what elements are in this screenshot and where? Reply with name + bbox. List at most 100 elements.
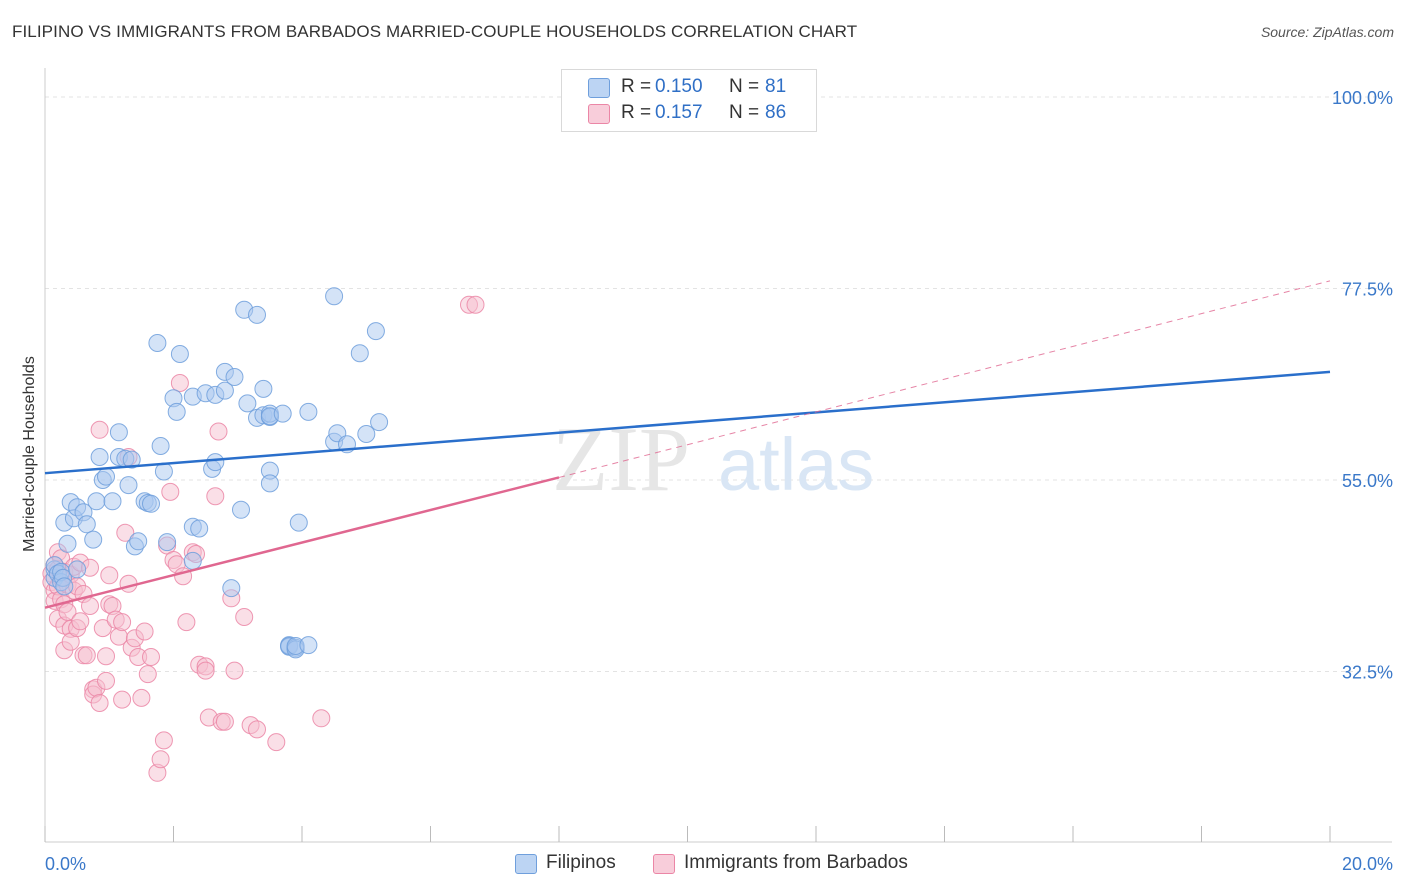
data-point-filipinos: [87, 492, 106, 511]
data-point-barbados: [312, 709, 331, 728]
data-point-filipinos: [273, 404, 292, 423]
data-point-filipinos: [232, 500, 250, 519]
y-tick-label: 77.5%: [1342, 280, 1393, 300]
data-point-barbados: [177, 613, 196, 632]
data-point-barbados: [151, 750, 170, 769]
series-legend: Filipinos Immigrants from Barbados: [0, 852, 1406, 878]
data-point-filipinos: [90, 448, 109, 466]
data-point-barbados: [267, 733, 286, 752]
trendline-barbados: [44, 476, 560, 609]
x-tick-label: 0.0%: [45, 854, 86, 874]
data-point-filipinos: [84, 530, 103, 549]
legend-n-label: N =: [729, 76, 760, 97]
legend-r-value: 0.150: [655, 76, 703, 97]
legend-n-label: N =: [729, 102, 760, 123]
data-point-barbados: [170, 374, 189, 392]
data-point-filipinos: [151, 437, 170, 455]
data-point-filipinos: [148, 334, 167, 352]
trendline-filipinos: [44, 370, 1331, 475]
legend-swatch-pink: [653, 854, 675, 874]
data-point-filipinos: [158, 533, 177, 552]
data-point-barbados: [206, 487, 225, 506]
data-point-barbados: [97, 647, 115, 666]
data-point-barbados: [100, 566, 119, 585]
data-point-filipinos: [238, 394, 257, 413]
data-point-filipinos: [154, 462, 173, 481]
data-point-barbados: [235, 608, 254, 626]
data-point-filipinos: [254, 379, 273, 398]
data-point-barbados: [116, 523, 135, 542]
correlation-legend: R = 0.150 N = 81 R = 0.157 N = 86: [561, 69, 817, 132]
data-point-filipinos: [122, 450, 141, 469]
data-point-filipinos: [183, 551, 202, 570]
data-point-barbados: [93, 619, 112, 638]
data-point-barbados: [215, 712, 234, 731]
data-point-barbados: [97, 671, 115, 690]
data-point-barbados: [138, 665, 157, 684]
data-point-filipinos: [103, 492, 122, 511]
data-point-filipinos: [350, 344, 369, 363]
trend-layer: [44, 280, 1331, 609]
data-point-filipinos: [55, 577, 74, 596]
source-credit: Source: ZipAtlas.com: [1260, 24, 1394, 40]
points-layer: [42, 287, 485, 782]
data-point-barbados: [90, 420, 109, 439]
legend-r-label: R =: [621, 102, 652, 123]
y-tick-label: 55.0%: [1342, 471, 1393, 491]
data-point-filipinos: [248, 305, 266, 324]
trendline-barbados-extension: [558, 280, 1331, 478]
y-tick-label: 100.0%: [1332, 88, 1393, 108]
data-point-barbados: [154, 731, 173, 750]
data-point-filipinos: [97, 467, 115, 486]
chart-title: FILIPINO VS IMMIGRANTS FROM BARBADOS MAR…: [12, 22, 858, 41]
data-point-filipinos: [119, 476, 138, 495]
data-point-barbados: [248, 720, 266, 739]
data-point-barbados: [196, 661, 215, 680]
data-point-barbados: [77, 646, 96, 665]
legend-r-value: 0.157: [655, 102, 703, 123]
legend-n-value: 86: [765, 102, 787, 123]
data-point-filipinos: [299, 402, 318, 421]
data-point-barbados: [90, 694, 109, 712]
data-point-barbados: [225, 661, 244, 680]
data-point-filipinos: [109, 423, 128, 442]
legend-swatch-blue: [588, 78, 610, 98]
data-point-barbados: [209, 422, 228, 441]
data-point-filipinos: [289, 513, 308, 532]
tick-label-layer: 32.5% 55.0% 77.5% 100.0% 0.0% 20.0%: [45, 88, 1393, 874]
data-point-filipinos: [190, 519, 209, 538]
data-point-barbados: [81, 597, 99, 615]
data-point-barbados: [113, 690, 132, 709]
data-point-filipinos: [129, 532, 148, 551]
data-point-filipinos: [366, 322, 385, 341]
data-point-filipinos: [357, 425, 376, 443]
data-point-barbados: [161, 482, 180, 501]
data-point-filipinos: [370, 413, 389, 432]
watermark-atlas: atlas: [718, 423, 874, 506]
data-point-filipinos: [77, 515, 96, 534]
data-point-filipinos: [58, 534, 77, 553]
data-point-filipinos: [142, 494, 160, 513]
data-point-barbados: [132, 688, 151, 707]
data-point-filipinos: [68, 560, 87, 579]
data-point-barbados: [58, 602, 77, 621]
legend-label: Immigrants from Barbados: [684, 852, 908, 873]
data-point-barbados: [466, 295, 485, 314]
axis-layer: [44, 68, 1392, 843]
grid-layer: [45, 96, 1392, 672]
data-point-filipinos: [325, 287, 344, 306]
x-tick-label: 20.0%: [1342, 854, 1393, 874]
legend-n-value: 81: [765, 76, 787, 97]
data-point-filipinos: [170, 345, 189, 363]
data-point-filipinos: [222, 579, 241, 598]
data-point-filipinos: [215, 381, 234, 400]
legend-swatch-pink: [588, 104, 610, 124]
data-point-filipinos: [167, 402, 186, 421]
data-point-barbados: [113, 613, 132, 632]
data-point-filipinos: [225, 368, 244, 386]
legend-label: Filipinos: [546, 852, 616, 873]
data-point-barbados: [135, 622, 154, 641]
data-point-filipinos: [206, 453, 225, 472]
data-point-barbados: [142, 648, 160, 666]
